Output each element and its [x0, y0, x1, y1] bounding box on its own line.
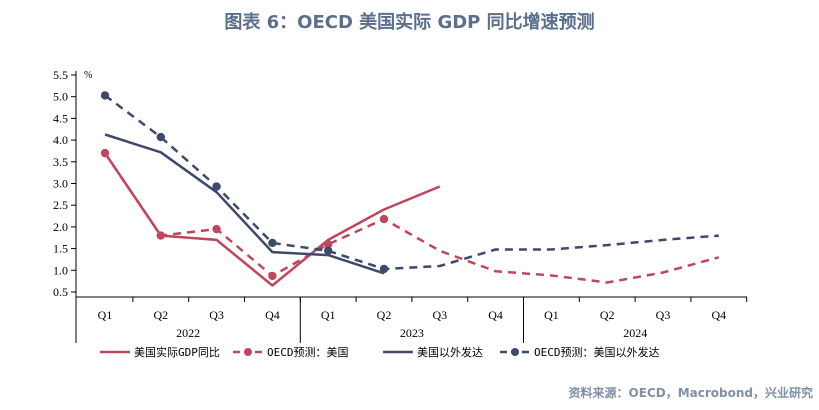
x-tick-label: Q4 [711, 308, 726, 322]
series-line-0 [103, 152, 441, 287]
x-tick-label: Q1 [321, 308, 336, 322]
y-tick-label: 4.5 [53, 111, 68, 125]
legend-label-1: OECD预测：美国 [267, 346, 349, 359]
y-tick-label: 5.5 [53, 68, 68, 82]
data-point [268, 271, 277, 281]
x-year-label: 2022 [176, 326, 200, 340]
data-point [379, 214, 389, 224]
x-tick-label: Q1 [98, 308, 113, 322]
legend: 美国实际GDP同比 OECD预测：美国 美国以外发达 OECD预测：美国以外发达 [100, 345, 660, 359]
series-line-3 [104, 94, 719, 271]
legend-label-2: 美国以外发达 [417, 345, 483, 359]
x-tick-label: Q4 [488, 308, 503, 322]
y-unit-label: % [84, 70, 92, 81]
x-year-label: 2024 [623, 326, 647, 340]
y-tick-label: 4.0 [53, 133, 68, 147]
chart-title: 图表 6：OECD 美国实际 GDP 同比增速预测 [224, 12, 595, 33]
data-point [100, 148, 110, 158]
y-tick-label: 2.0 [53, 220, 68, 234]
x-tick-label: Q3 [432, 308, 447, 322]
x-tick-label: Q2 [153, 308, 168, 322]
y-tick-label: 2.5 [53, 198, 68, 212]
data-point [212, 224, 221, 234]
legend-label-3: OECD预测：美国以外发达 [534, 345, 660, 359]
data-point [156, 132, 165, 142]
source-note: 资料来源：OECD，Macrobond，兴业研究 [568, 386, 813, 400]
x-tick-label: Q2 [600, 308, 615, 322]
y-tick-label: 5.0 [53, 90, 68, 104]
axes: 0.5 1.0 1.5 2.0 2.5 3.0 3.5 4.0 4.5 5.0 5.5 % Q1 Q2 Q3… [53, 68, 748, 343]
data-point [324, 246, 333, 255]
y-tick-label: 3.0 [53, 177, 68, 191]
data-point [379, 264, 389, 274]
x-tick-label: Q4 [265, 308, 280, 322]
y-tick-label: 3.5 [53, 155, 68, 169]
data-point [100, 91, 110, 100]
data-point [212, 182, 221, 191]
data-point [156, 231, 165, 240]
x-tick-label: Q3 [656, 308, 671, 322]
legend-marker-1 [244, 348, 252, 356]
legend-marker-3 [511, 348, 519, 356]
x-tick-label: Q1 [544, 308, 559, 322]
x-tick-label: Q3 [209, 308, 224, 322]
data-point [324, 240, 333, 249]
series-line-2 [104, 133, 385, 275]
data-point [268, 238, 277, 248]
x-year-label: 2023 [400, 326, 424, 340]
legend-label-0: 美国实际GDP同比 [134, 345, 220, 359]
y-tick-label: 0.5 [53, 285, 68, 299]
y-tick-label: 1.0 [53, 263, 68, 277]
x-tick-label: Q2 [377, 308, 392, 322]
plot-area [100, 91, 720, 287]
y-tick-label: 1.5 [53, 242, 68, 256]
series-line-1 [103, 152, 720, 284]
